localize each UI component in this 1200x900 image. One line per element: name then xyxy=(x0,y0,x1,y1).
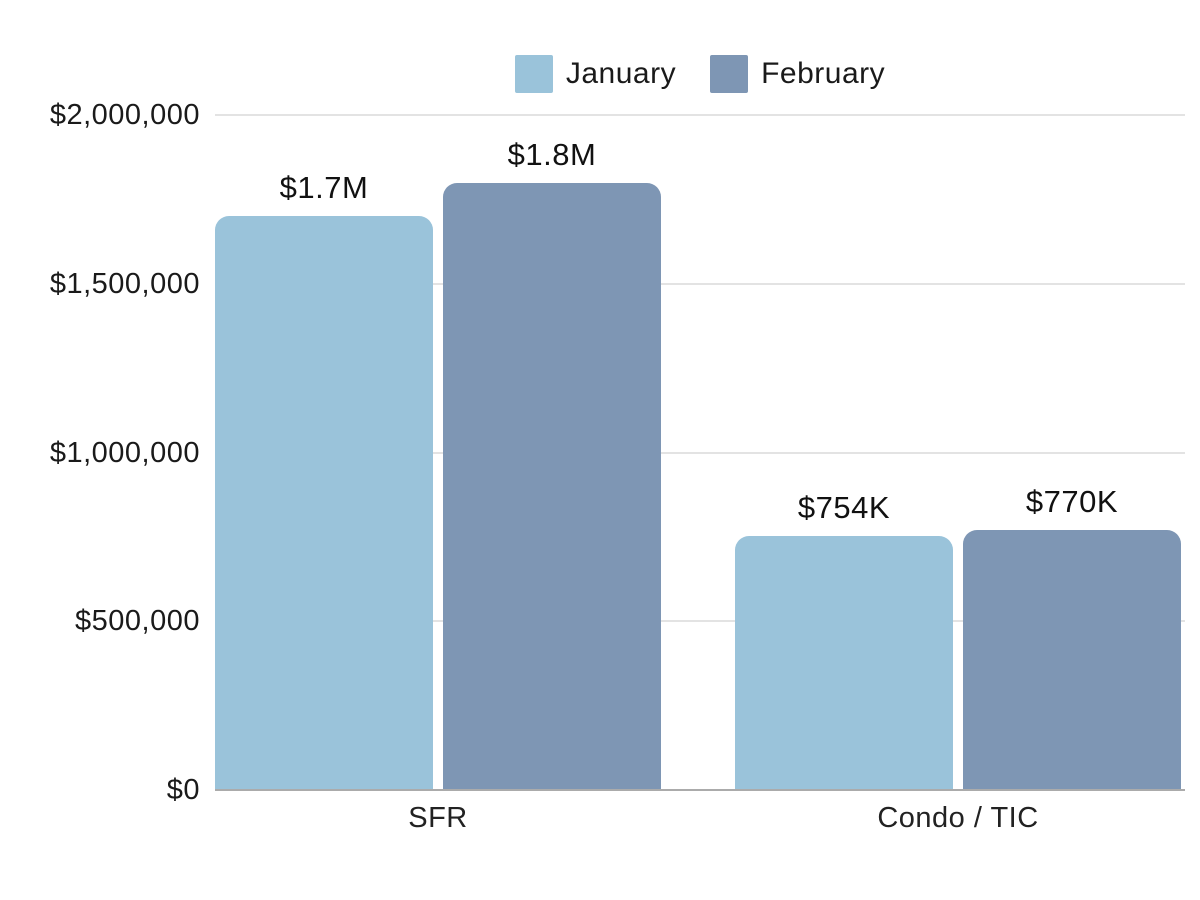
gridline xyxy=(215,451,1185,454)
plot-area: $1.7M $1.8M $754K $770K xyxy=(215,114,1185,791)
gridline xyxy=(215,282,1185,285)
y-axis-tick-label: $500,000 xyxy=(75,605,200,638)
bar-february-condo-tic xyxy=(963,530,1181,790)
legend-swatch-february xyxy=(710,55,749,93)
y-axis-tick-label: $2,000,000 xyxy=(49,99,200,131)
legend-label: February xyxy=(761,57,886,90)
bar-value-label-january-sfr: $1.7M xyxy=(279,170,369,206)
y-axis-tick-label: $1,000,000 xyxy=(49,436,200,469)
x-axis-baseline xyxy=(215,789,1185,791)
legend-item-february: February xyxy=(710,55,885,93)
y-axis-tick-label: $0 xyxy=(166,774,200,806)
bar-january-sfr xyxy=(215,216,433,790)
bar-value-label-february-condo-tic: $770K xyxy=(1025,484,1119,520)
legend-item-january: January xyxy=(514,55,677,93)
legend-swatch-january xyxy=(514,55,553,93)
x-axis-category-label-condo-tic: Condo / TIC xyxy=(877,802,1039,834)
gridline xyxy=(215,620,1185,623)
bar-january-condo-tic xyxy=(735,535,953,790)
y-axis-tick-label: $1,500,000 xyxy=(49,267,200,300)
x-axis-category-label-sfr: SFR xyxy=(408,802,468,834)
bar-value-label-january-condo-tic: $754K xyxy=(797,489,891,525)
legend-label: January xyxy=(565,57,677,90)
bar-february-sfr xyxy=(443,182,661,790)
gridline xyxy=(215,114,1185,116)
bar-value-label-february-sfr: $1.8M xyxy=(507,136,597,172)
chart-legend: January February xyxy=(215,52,1185,96)
